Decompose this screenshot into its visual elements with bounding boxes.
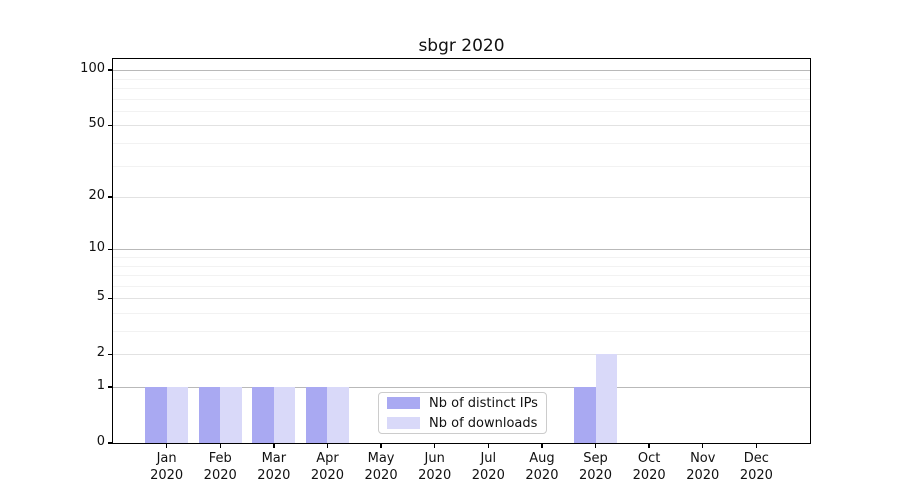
minor-gridline [113,312,810,314]
x-tick-label-jan: Jan 2020 [150,451,184,483]
y-tick-label: 5 [96,289,105,305]
y-tick-label: 100 [80,61,105,77]
minor-gridline [113,110,810,112]
minor-gridline [113,98,810,100]
legend-item-ips: Nb of distinct IPs [387,396,538,411]
y-tick-label: 10 [88,240,105,256]
x-tick-mark [594,443,597,448]
legend-item-downloads: Nb of downloads [387,416,538,431]
plot-area [113,59,810,443]
x-tick-label-aug: Aug 2020 [525,451,559,483]
labeled-minor-gridline [113,197,810,199]
legend-swatch-downloads-icon [387,416,420,430]
minor-gridline [113,143,810,144]
x-tick-label-apr: Apr 2020 [310,451,344,483]
bar-downloads-mar [273,387,296,443]
bar-ips-mar [252,387,274,443]
x-tick-label-may: May 2020 [364,451,398,483]
y-tick-label: 1 [96,378,105,393]
legend-swatch-ips-icon [387,396,420,410]
minor-gridline [113,275,810,277]
minor-gridline [113,88,810,89]
bar-downloads-jan [166,387,189,443]
x-tick-label-dec: Dec 2020 [739,451,773,483]
minor-gridline [113,285,810,287]
y-tick-mark [108,297,112,299]
y-tick-mark [108,386,112,388]
major-gridline [113,387,810,388]
minor-gridline [113,331,810,332]
x-tick-mark [273,443,275,448]
x-tick-label-nov: Nov 2020 [686,451,720,483]
y-tick-mark [108,196,112,198]
bar-downloads-feb [220,387,242,443]
y-tick-mark [108,442,112,444]
labeled-minor-gridline [113,354,810,356]
x-tick-mark [433,443,436,448]
bar-ips-sep [574,387,596,443]
x-tick-label-jul: Jul 2020 [471,451,505,483]
bar-ips-apr [305,387,328,443]
minor-gridline [113,165,810,167]
x-tick-label-feb: Feb 2020 [203,451,237,483]
x-tick-mark [219,443,221,448]
major-gridline [113,249,810,251]
x-tick-label-mar: Mar 2020 [257,451,291,483]
x-tick-mark [380,443,382,448]
legend-label-ips: Nb of distinct IPs [429,395,538,411]
x-tick-label-sep: Sep 2020 [578,451,613,483]
x-tick-label-jun: Jun 2020 [418,451,452,483]
bar-ips-jan [145,387,167,443]
y-tick-mark [108,69,112,71]
x-tick-mark [702,443,704,448]
labeled-minor-gridline [113,298,810,300]
y-tick-label: 2 [96,345,105,361]
legend: Nb of distinct IPs Nb of downloads [378,392,547,434]
minor-gridline [113,256,810,258]
minor-gridline [113,78,810,80]
legend-label-downloads: Nb of downloads [429,415,538,431]
x-tick-mark [648,443,650,448]
labeled-minor-gridline [113,125,810,127]
y-tick-label: 50 [88,116,105,132]
bar-downloads-sep [595,354,618,443]
y-tick-label: 0 [96,434,105,449]
x-tick-mark [755,443,758,448]
x-tick-mark [541,443,543,448]
chart-title: sbgr 2020 [418,36,505,56]
x-tick-mark [487,443,489,448]
bar-ips-feb [198,387,221,443]
y-tick-label: 20 [88,188,105,204]
major-gridline [113,70,810,72]
x-tick-label-oct: Oct 2020 [632,451,666,483]
x-tick-mark [165,443,168,448]
minor-gridline [113,265,810,267]
y-tick-mark [108,124,112,127]
y-tick-mark [108,248,112,250]
bar-downloads-apr [327,387,349,443]
x-tick-mark [326,443,329,448]
y-tick-mark [108,353,112,355]
